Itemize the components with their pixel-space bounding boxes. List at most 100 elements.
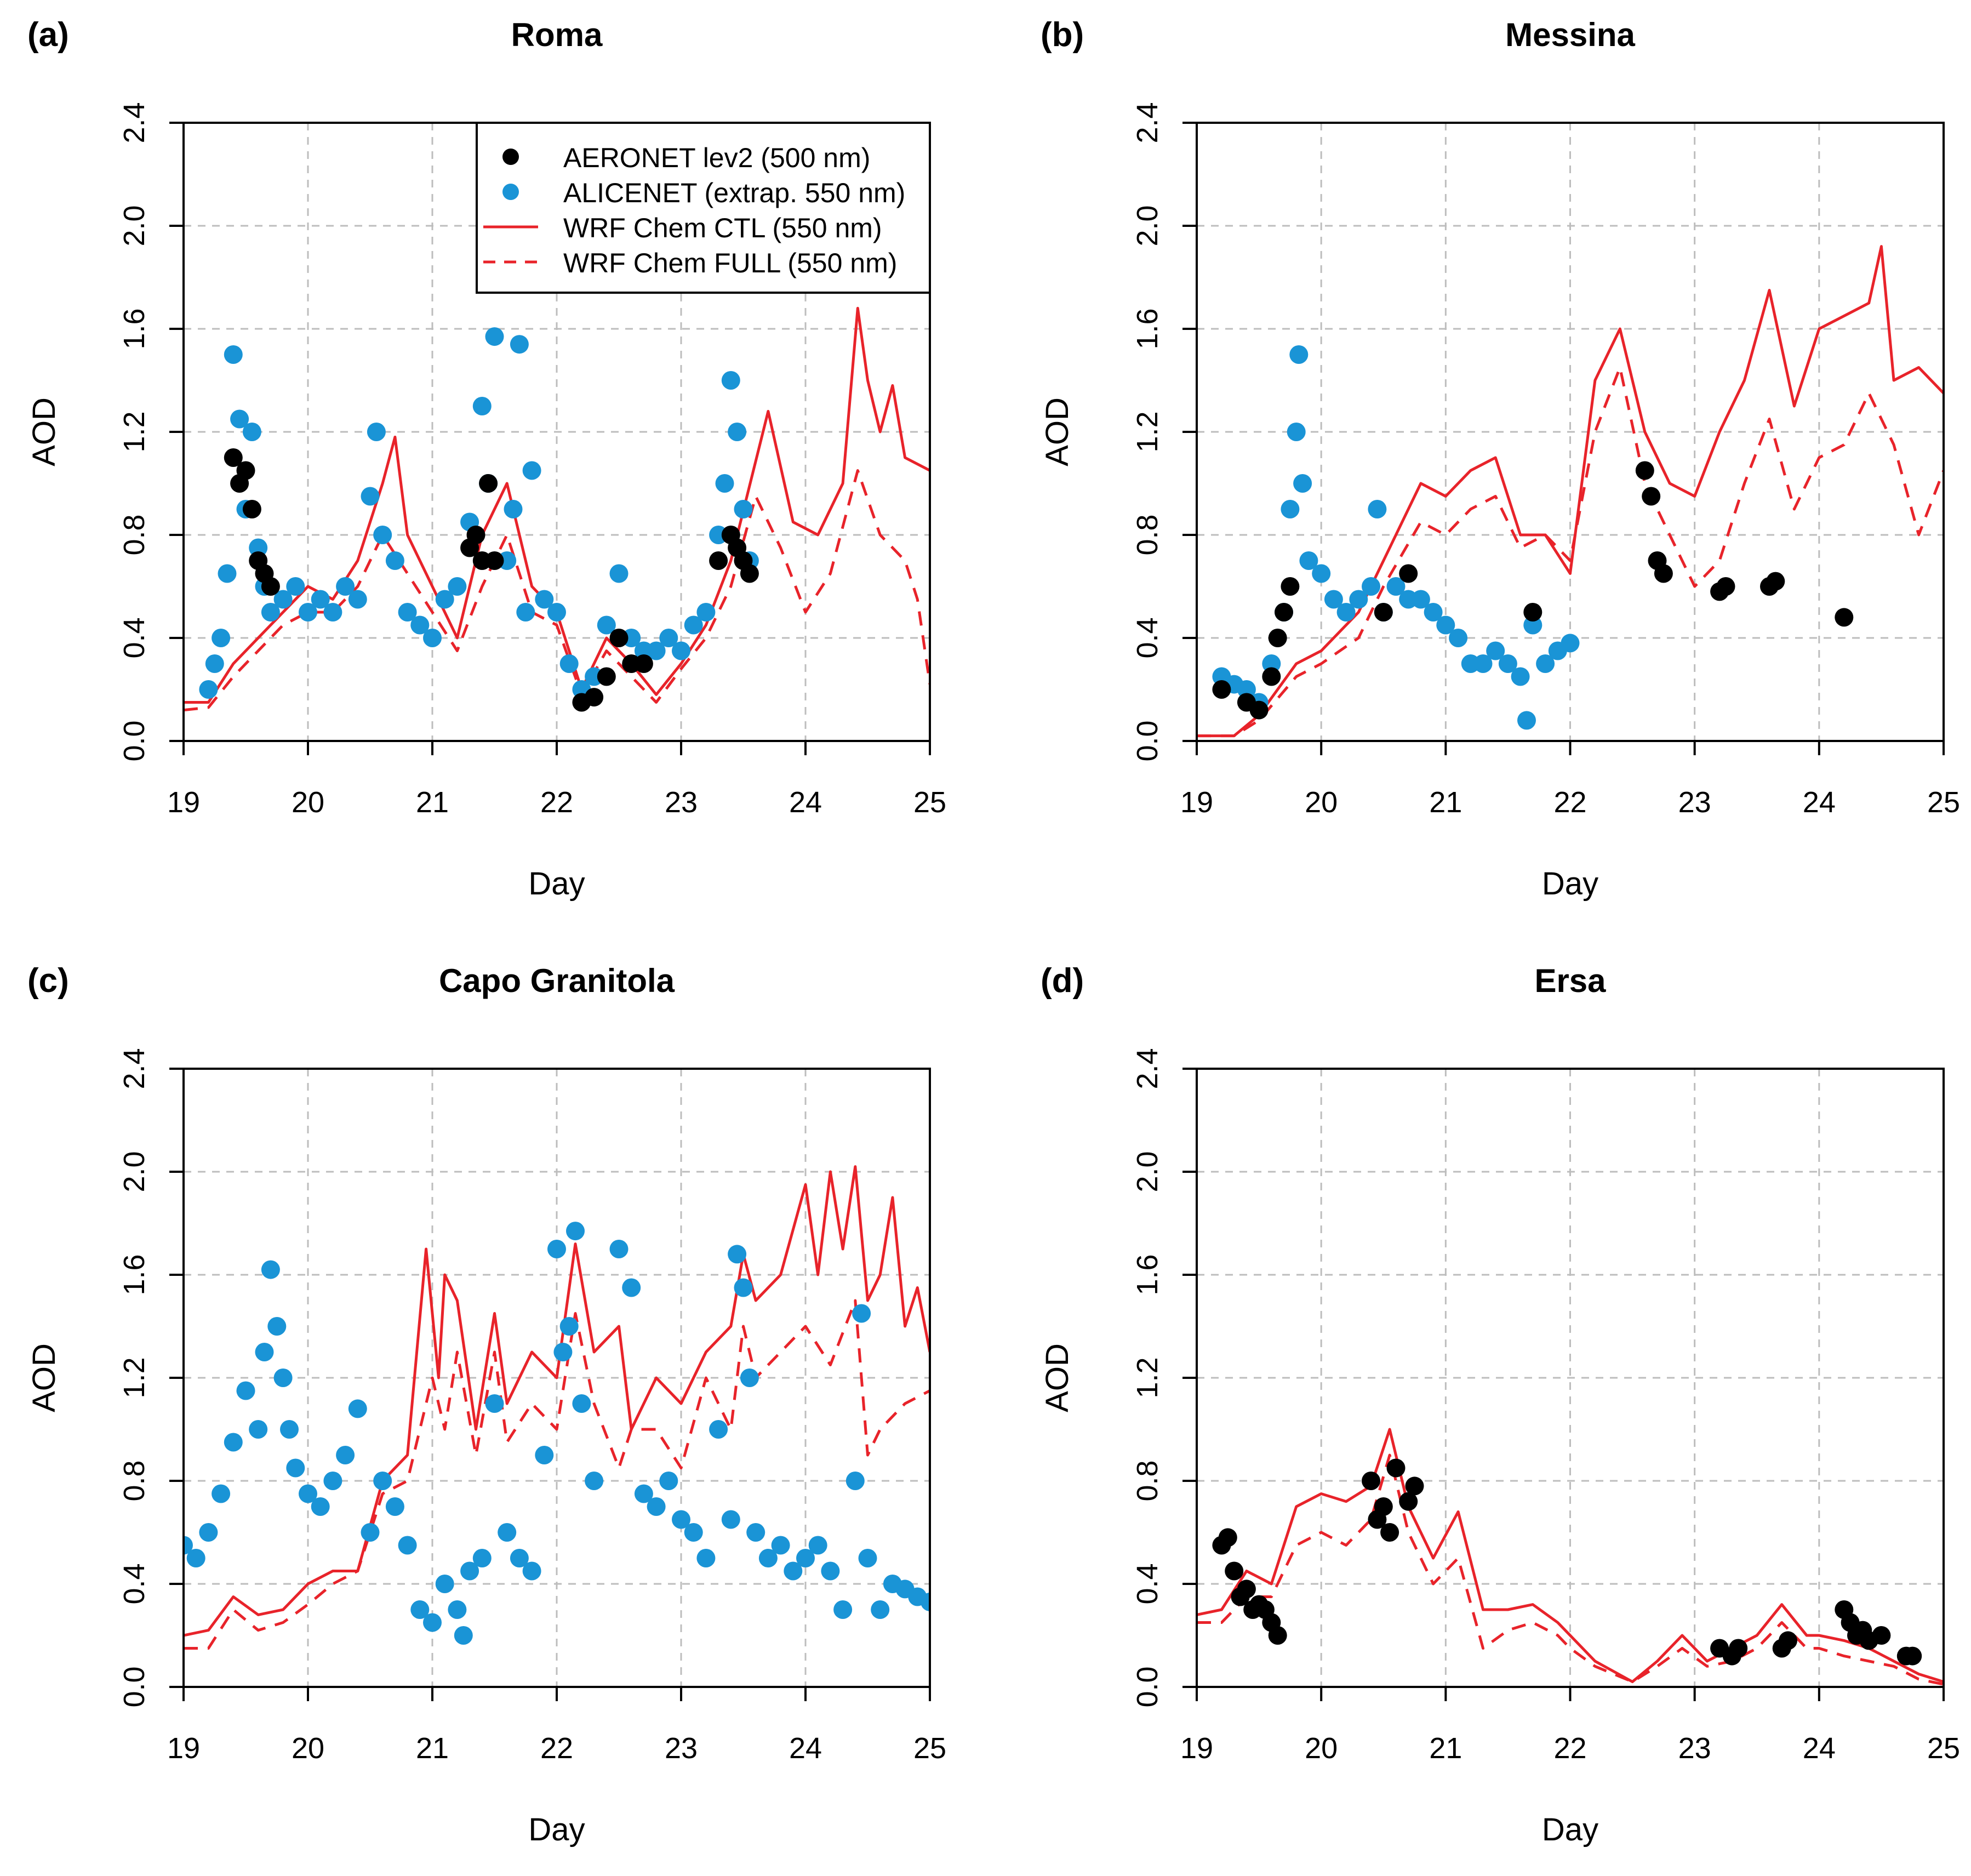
alicenet-point bbox=[721, 1510, 740, 1529]
alicenet-point bbox=[410, 1600, 430, 1619]
alicenet-point bbox=[585, 1472, 604, 1490]
alicenet-point bbox=[435, 1575, 454, 1593]
alicenet-point bbox=[199, 680, 218, 699]
aeronet-point bbox=[609, 629, 629, 647]
alicenet-point bbox=[522, 461, 541, 480]
x-tick-label: 22 bbox=[1553, 786, 1586, 819]
alicenet-point bbox=[871, 1600, 890, 1619]
alicenet-point bbox=[472, 1549, 492, 1567]
alicenet-point bbox=[784, 1561, 803, 1581]
x-tick-label: 20 bbox=[292, 1732, 324, 1765]
aeronet-point bbox=[1380, 1523, 1399, 1542]
alicenet-point bbox=[230, 409, 249, 429]
aeronet-point bbox=[740, 564, 759, 583]
aeronet-point bbox=[1399, 1492, 1418, 1511]
y-tick-label: 1.6 bbox=[118, 1254, 151, 1295]
aeronet-point bbox=[224, 448, 243, 467]
x-tick-label: 19 bbox=[167, 786, 200, 819]
alicenet-point bbox=[808, 1536, 827, 1555]
series-line-wrf-full bbox=[1197, 366, 1944, 738]
alicenet-point bbox=[522, 1561, 541, 1581]
alicenet-point bbox=[311, 1497, 330, 1516]
aeronet-point bbox=[1275, 603, 1293, 621]
alicenet-point bbox=[1262, 654, 1281, 673]
x-tick-label: 22 bbox=[540, 786, 573, 819]
x-tick-label: 22 bbox=[540, 1732, 573, 1765]
alicenet-point bbox=[299, 603, 317, 621]
y-tick-label: 0.4 bbox=[1131, 617, 1164, 658]
alicenet-point bbox=[1436, 615, 1455, 635]
plot-data bbox=[1197, 1428, 1944, 1686]
alicenet-point bbox=[516, 603, 535, 621]
y-tick-label: 2.0 bbox=[118, 205, 151, 246]
x-tick-label: 25 bbox=[913, 1732, 946, 1765]
alicenet-point bbox=[1561, 634, 1580, 653]
alicenet-point bbox=[696, 1549, 716, 1567]
alicenet-point bbox=[734, 500, 753, 518]
y-axis-label: AOD bbox=[1039, 1343, 1075, 1412]
alicenet-point bbox=[1511, 667, 1530, 686]
legend-marker bbox=[502, 184, 519, 200]
aeronet-point bbox=[1262, 667, 1281, 686]
y-tick-label: 1.6 bbox=[1131, 1254, 1164, 1295]
aeronet-point bbox=[1374, 603, 1393, 621]
x-axis-label: Day bbox=[528, 866, 585, 902]
alicenet-point bbox=[728, 1245, 747, 1264]
aeronet-point bbox=[1249, 700, 1269, 720]
y-axis-label: AOD bbox=[26, 397, 62, 466]
alicenet-point bbox=[833, 1600, 853, 1619]
legend-label: ALICENET (extrap. 550 nm) bbox=[563, 178, 905, 208]
alicenet-point bbox=[1517, 711, 1536, 730]
panel-title: Capo Granitola bbox=[439, 962, 675, 999]
y-tick-label: 1.2 bbox=[1131, 1357, 1164, 1398]
y-axis-label: AOD bbox=[26, 1343, 62, 1412]
aeronet-point bbox=[1635, 461, 1654, 480]
aeronet-point bbox=[1225, 1561, 1244, 1581]
alicenet-point bbox=[348, 590, 367, 609]
alicenet-point bbox=[323, 603, 342, 621]
aeronet-point bbox=[485, 551, 504, 570]
alicenet-point bbox=[647, 641, 666, 660]
y-tick-label: 0.0 bbox=[1131, 720, 1164, 761]
x-tick-label: 21 bbox=[1429, 786, 1462, 819]
alicenet-point bbox=[261, 603, 280, 621]
aeronet-point bbox=[1212, 680, 1231, 699]
alicenet-point bbox=[242, 423, 261, 441]
x-tick-label: 23 bbox=[1678, 786, 1711, 819]
panel-title: Roma bbox=[511, 16, 603, 53]
x-tick-label: 21 bbox=[416, 1732, 449, 1765]
alicenet-point bbox=[547, 1240, 566, 1258]
alicenet-point bbox=[212, 1484, 231, 1503]
x-tick-label: 21 bbox=[1429, 1732, 1462, 1765]
x-tick-label: 23 bbox=[665, 786, 698, 819]
y-tick-label: 2.4 bbox=[1131, 1048, 1164, 1089]
alicenet-point bbox=[609, 1240, 629, 1258]
series-line-wrf-full bbox=[1197, 1453, 1944, 1686]
alicenet-point bbox=[323, 1472, 342, 1490]
alicenet-point bbox=[410, 615, 430, 635]
alicenet-point bbox=[224, 1433, 243, 1452]
x-axis-label: Day bbox=[528, 1812, 585, 1848]
alicenet-point bbox=[566, 1222, 585, 1241]
panel-title: Messina bbox=[1505, 16, 1635, 53]
alicenet-point bbox=[385, 1497, 404, 1516]
aeronet-point bbox=[1399, 564, 1418, 583]
alicenet-point bbox=[535, 1446, 554, 1464]
aeronet-point bbox=[709, 551, 728, 570]
alicenet-point bbox=[852, 1304, 871, 1323]
legend-marker bbox=[502, 149, 519, 165]
alicenet-point bbox=[212, 629, 231, 647]
alicenet-point bbox=[373, 526, 392, 544]
x-tick-label: 24 bbox=[789, 786, 822, 819]
alicenet-point bbox=[659, 629, 678, 647]
alicenet-point bbox=[1473, 654, 1493, 673]
alicenet-point bbox=[448, 577, 467, 596]
alicenet-point bbox=[734, 1278, 753, 1297]
alicenet-point bbox=[199, 1523, 218, 1542]
alicenet-point bbox=[510, 335, 529, 354]
alicenet-point bbox=[684, 615, 703, 635]
alicenet-point bbox=[1299, 551, 1318, 570]
y-tick-label: 0.8 bbox=[118, 1460, 151, 1501]
aeronet-point bbox=[1642, 487, 1661, 506]
